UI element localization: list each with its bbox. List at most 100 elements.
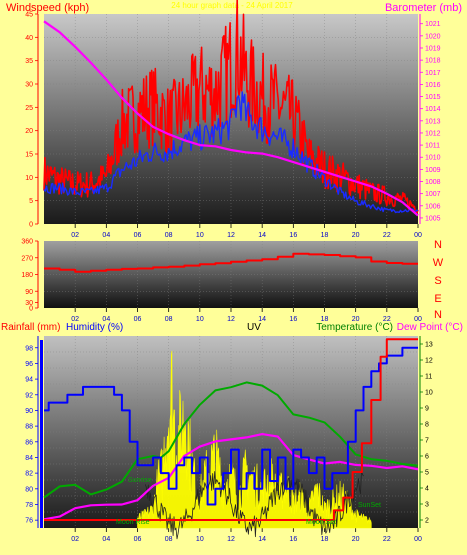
x-tick-label: 22 <box>383 316 391 323</box>
x-tick-label: 14 <box>258 536 266 543</box>
y-tick-label: 0 <box>29 306 33 313</box>
y-tick-label: 1009 <box>425 167 441 174</box>
y-tick-label: 12 <box>425 358 433 365</box>
wind-series <box>43 0 419 217</box>
y-tick-label: 80 <box>25 486 33 493</box>
x-tick-label: 06 <box>134 316 142 323</box>
y-tick-label: 1013 <box>425 118 441 125</box>
y-tick-label: 76 <box>25 518 33 525</box>
y-tick-label: 10 <box>425 390 433 397</box>
uv-label: UV <box>247 322 261 333</box>
y-tick-label: 86 <box>25 439 33 446</box>
rainfall-axis-bar <box>40 340 43 528</box>
x-tick-label: 00 <box>414 232 422 239</box>
windspeed-axis: 0 5 10 15 20 25 30 35 40 45 <box>25 12 39 229</box>
x-tick-label: 10 <box>196 536 204 543</box>
x-tick-label: 10 <box>196 232 204 239</box>
dewpoint-axis-label: Dew Point (°C) <box>397 322 463 333</box>
y-tick-label: 9 <box>425 406 429 413</box>
y-tick-label: 1006 <box>425 203 441 210</box>
x-tick-label: 08 <box>165 536 173 543</box>
y-tick-label: 1007 <box>425 191 441 198</box>
y-tick-label: 90 <box>25 289 33 296</box>
y-tick-label: 7 <box>425 438 429 445</box>
temperature-line <box>43 381 419 499</box>
y-tick-label: 1014 <box>425 106 441 113</box>
y-tick-label: 5 <box>425 470 429 477</box>
y-tick-label: 45 <box>25 12 33 19</box>
x-tick-label: 06 <box>134 536 142 543</box>
x-tick-label: 08 <box>165 316 173 323</box>
x-tick-label: 20 <box>352 316 360 323</box>
y-tick-label: 35 <box>25 58 33 65</box>
x-tick-label: 06 <box>134 232 142 239</box>
y-tick-label: 4 <box>425 486 429 493</box>
compass-label-w: W <box>433 257 444 269</box>
x-tick-label: 04 <box>102 316 110 323</box>
y-tick-label: 20 <box>25 128 33 135</box>
y-tick-label: 3 <box>425 502 429 509</box>
compass-label-n-top: N <box>434 239 442 251</box>
direction-axis: 030 90 180 270 360 <box>21 239 39 313</box>
barometer-axis: 1005 1006 1007 1008 1009 1010 1011 1012 1013 1014… <box>419 14 441 224</box>
sunset-label: SunSet <box>358 502 381 509</box>
barometer-line <box>43 20 419 217</box>
barometer-axis-label: Barometer (mb) <box>385 2 462 14</box>
y-tick-label: 30 <box>25 82 33 89</box>
x-tick-label: 16 <box>289 232 297 239</box>
x-tick-label: 16 <box>289 536 297 543</box>
wind-direction-line <box>44 252 418 273</box>
x-tick-label: 20 <box>352 232 360 239</box>
compass-label-e: E <box>434 293 441 305</box>
x-tick-label: 14 <box>258 316 266 323</box>
y-tick-label: 1018 <box>425 58 441 65</box>
temperature-axis: 2 3 4 5 6 7 8 9 10 11 12 13 <box>419 336 433 528</box>
y-tick-label: 25 <box>25 105 33 112</box>
wind-average-line <box>43 91 419 214</box>
conditions-series <box>43 338 419 540</box>
x-tick-label: 04 <box>102 536 110 543</box>
y-tick-label: 84 <box>25 455 33 462</box>
x-tick-label: 02 <box>71 536 79 543</box>
dewpoint-line <box>43 433 419 521</box>
x-tick-label: 22 <box>383 232 391 239</box>
x-tick-label: 12 <box>227 232 235 239</box>
compass-label-s: S <box>434 275 441 287</box>
y-tick-label: 15 <box>25 152 33 159</box>
y-tick-label: 82 <box>25 471 33 478</box>
x-tick-label: 00 <box>414 316 422 323</box>
y-tick-label: 1015 <box>425 94 441 101</box>
moonrise-label: Moon Rise <box>116 519 150 526</box>
y-tick-label: 1011 <box>425 143 440 150</box>
y-tick-label: 180 <box>21 272 33 279</box>
y-tick-label: 94 <box>25 377 33 384</box>
compass-label-n-bottom: N <box>434 309 442 321</box>
y-tick-label: 98 <box>25 345 33 352</box>
windspeed-axis-label: Windspeed (kph) <box>6 2 89 14</box>
x-tick-label: 08 <box>165 232 173 239</box>
x-tick-label: 16 <box>289 316 297 323</box>
y-tick-label: 88 <box>25 424 33 431</box>
y-tick-label: 2 <box>425 518 429 525</box>
y-tick-label: 78 <box>25 502 33 509</box>
y-tick-label: 1020 <box>425 33 441 40</box>
y-tick-label: 6 <box>425 454 429 461</box>
x-tick-label: 02 <box>71 232 79 239</box>
humidity-line <box>44 346 418 506</box>
y-tick-label: 30 <box>25 300 33 307</box>
direction-series <box>44 252 418 273</box>
y-tick-label: 1008 <box>425 179 441 186</box>
x-tick-label: 18 <box>321 316 329 323</box>
y-tick-label: 90 <box>25 408 33 415</box>
temperature-axis-label: Temperature (°C) <box>316 322 393 333</box>
x-tick-label: 22 <box>383 536 391 543</box>
x-tick-label: 10 <box>196 316 204 323</box>
y-tick-label: 5 <box>29 198 33 205</box>
direction-grid <box>44 241 418 308</box>
x-tick-label: 14 <box>258 232 266 239</box>
y-tick-label: 11 <box>425 374 432 381</box>
x-tick-label: 12 <box>227 536 235 543</box>
sunrise-label: Sunrise <box>128 477 152 484</box>
humidity-axis-label: Humidity (%) <box>66 322 123 333</box>
x-tick-label: 02 <box>71 316 79 323</box>
